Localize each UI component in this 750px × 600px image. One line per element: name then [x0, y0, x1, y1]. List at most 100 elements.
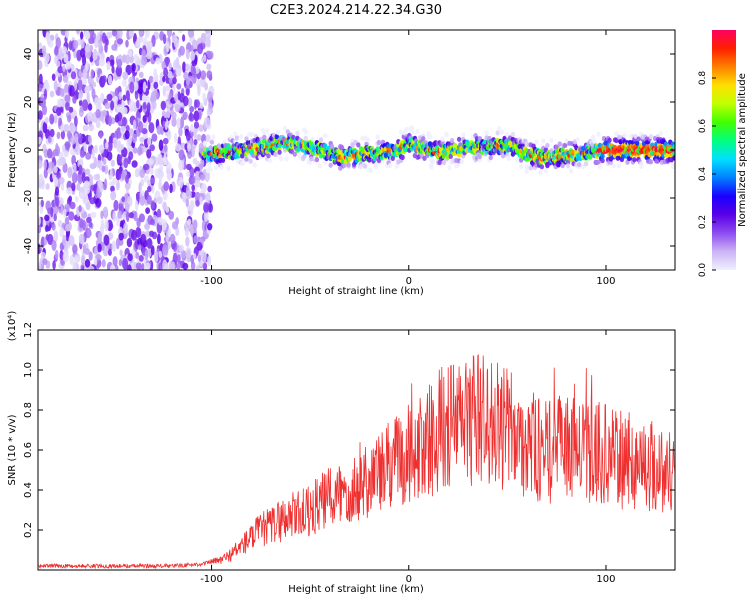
heatmap-cell — [52, 206, 59, 215]
heatmap-cell — [68, 195, 73, 203]
heatmap-cell — [68, 106, 74, 113]
heatmap-cell — [488, 154, 493, 161]
heatmap-cell — [590, 134, 596, 140]
heatmap-cell — [191, 59, 198, 67]
heatmap-cell — [139, 195, 145, 206]
heatmap-cell — [162, 156, 169, 166]
heatmap-cell — [202, 251, 207, 261]
heatmap-cell — [199, 102, 204, 110]
heatmap-cell — [47, 207, 51, 215]
heatmap-cell — [78, 99, 83, 107]
heatmap-cell — [182, 61, 186, 73]
heatmap-cell — [84, 187, 91, 194]
heatmap-cell — [600, 158, 605, 164]
heatmap-cell — [174, 93, 178, 102]
heatmap-cell — [200, 70, 207, 80]
heatmap-cell — [390, 155, 395, 161]
heatmap-cell — [102, 75, 107, 84]
heatmap-cell — [60, 183, 65, 191]
heatmap-cell — [120, 143, 125, 150]
snr-ticks: -100 0 100 0.2 0.4 0.6 0.8 1.0 1.2 — [23, 322, 675, 585]
heatmap-cell — [448, 153, 453, 159]
heatmap-cell — [42, 104, 47, 116]
heatmap-cell — [147, 246, 152, 258]
heatmap-cell — [85, 152, 92, 160]
heatmap-cell — [203, 202, 209, 213]
snr-multiplier-label: (x10⁴) — [7, 311, 18, 342]
heatmap-cell — [577, 161, 582, 168]
heatmap-cell — [180, 250, 187, 258]
heatmap-cell — [125, 39, 129, 48]
heatmap-cell — [102, 158, 107, 166]
heatmap-cell — [48, 135, 52, 144]
heatmap-cell — [179, 176, 183, 189]
heatmap-cell — [175, 227, 180, 237]
heatmap-cell — [91, 81, 97, 88]
heatmap-cell — [284, 156, 289, 162]
heatmap-cell — [583, 161, 589, 167]
heatmap-cell — [109, 168, 113, 181]
heatmap-cell — [38, 73, 43, 86]
heatmap-cell — [102, 182, 107, 191]
heatmap-cell — [398, 129, 404, 135]
heatmap-cell — [43, 159, 47, 171]
y-tick-label: 0.8 — [23, 402, 34, 418]
heatmap-cell — [543, 167, 549, 174]
heatmap-cell — [118, 91, 122, 100]
heatmap-cell — [136, 191, 140, 202]
heatmap-cell — [57, 220, 63, 228]
heatmap-cell — [303, 129, 308, 135]
heatmap-cell — [75, 30, 80, 35]
heatmap-cell — [53, 213, 57, 222]
heatmap-cell — [143, 163, 150, 171]
heatmap-cell — [165, 206, 170, 213]
heatmap-cell — [76, 182, 81, 191]
heatmap-cell — [137, 146, 143, 156]
heatmap-cell — [276, 129, 281, 136]
heatmap-cell — [74, 115, 78, 127]
snr-ylabel: SNR (10 * v/v) — [7, 414, 18, 485]
heatmap-cell — [672, 155, 675, 161]
heatmap-cell — [185, 63, 190, 72]
heatmap-cell — [107, 248, 112, 256]
heatmap-cell — [167, 228, 172, 237]
x-tick-label: 100 — [596, 276, 615, 287]
heatmap-cell — [172, 59, 180, 71]
heatmap-cell — [282, 125, 288, 132]
colorbar-tick-label: 0.4 — [698, 167, 708, 182]
heatmap-cell — [607, 137, 612, 143]
heatmap-cell — [106, 31, 113, 39]
heatmap-cell — [169, 183, 173, 194]
heatmap-cell — [181, 192, 187, 199]
heatmap-cell — [64, 223, 71, 232]
heatmap-cell — [83, 180, 90, 188]
heatmap-cell — [208, 167, 213, 173]
heatmap-cell — [184, 143, 188, 151]
heatmap-cell — [86, 91, 90, 103]
heatmap-cell — [171, 117, 177, 127]
heatmap-cell — [182, 262, 189, 270]
y-tick-label: 0.2 — [23, 522, 34, 538]
heatmap-cell — [112, 210, 116, 223]
heatmap-cell — [38, 60, 43, 70]
heatmap-cell — [658, 131, 663, 137]
heatmap-cell — [47, 167, 52, 174]
heatmap-cell — [59, 227, 65, 238]
heatmap-cell — [78, 205, 82, 212]
heatmap-cell — [41, 45, 47, 57]
heatmap-cell — [265, 128, 270, 134]
heatmap-cell — [58, 47, 63, 56]
heatmap-cell — [155, 91, 159, 100]
heatmap-cell — [175, 143, 181, 152]
heatmap-cell — [137, 83, 144, 95]
heatmap-cell — [617, 163, 622, 169]
heatmap-cell — [575, 137, 580, 143]
heatmap-cell — [184, 228, 189, 237]
heatmap-cell — [672, 144, 675, 150]
heatmap-cell — [42, 258, 48, 265]
heatmap-cell — [277, 149, 282, 155]
heatmap-cell — [187, 150, 193, 159]
heatmap-cell — [164, 121, 168, 131]
heatmap-cell — [95, 119, 101, 129]
heatmap-cell — [96, 173, 101, 181]
